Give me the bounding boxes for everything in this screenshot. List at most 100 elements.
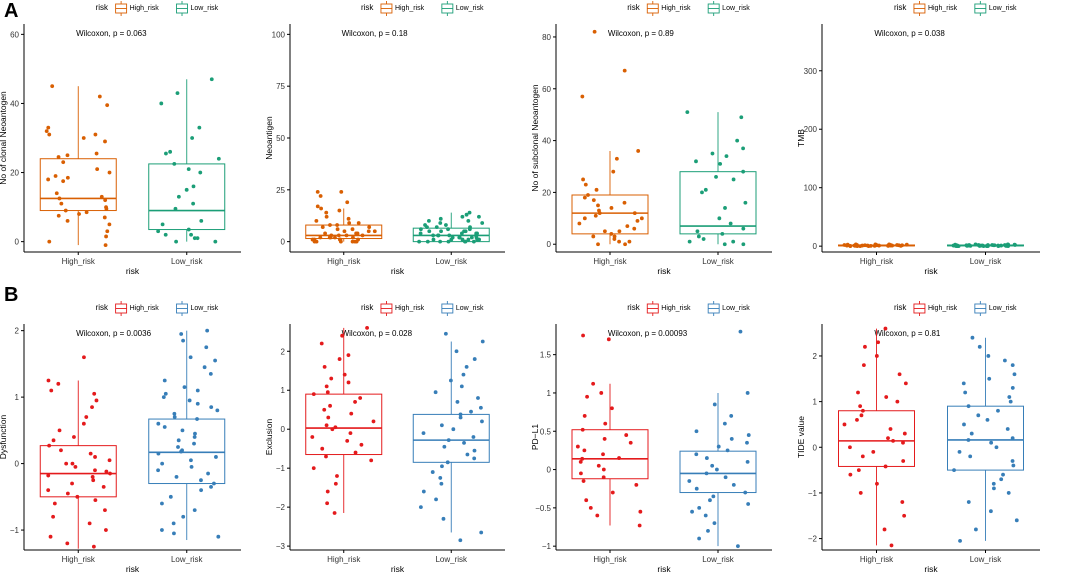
data-point [63, 208, 68, 213]
data-point [104, 234, 108, 239]
data-point [156, 468, 160, 473]
legend-entry-label: Low_risk [989, 5, 1017, 12]
data-point [901, 440, 905, 445]
data-point [163, 391, 168, 396]
data-point [61, 160, 66, 165]
data-point [588, 505, 593, 510]
data-point [690, 509, 694, 514]
data-point [895, 399, 900, 404]
data-point [731, 239, 736, 244]
data-point [722, 242, 727, 247]
data-point [328, 403, 332, 408]
wilcoxon-annotation: Wilcoxon, p = 0.0036 [76, 329, 151, 338]
data-point [999, 477, 1004, 482]
data-point [477, 214, 481, 219]
data-point [54, 191, 59, 196]
data-point [320, 225, 325, 230]
data-point [369, 458, 374, 463]
data-point [741, 242, 746, 247]
box-iqr [679, 171, 757, 235]
x-axis-title: risk [391, 564, 405, 574]
data-point [46, 488, 51, 493]
x-tick-label: High_risk [327, 257, 361, 266]
data-point [81, 136, 86, 140]
data-point [172, 162, 177, 166]
y-tick-label: 1 [281, 386, 286, 395]
data-point [632, 226, 637, 231]
data-point [371, 419, 376, 424]
data-point [746, 433, 751, 437]
x-tick-label: High_risk [860, 257, 894, 266]
data-point [627, 239, 632, 244]
data-point [88, 451, 93, 456]
data-point [349, 411, 354, 416]
data-point [745, 459, 750, 464]
data-point [685, 110, 690, 114]
data-point [93, 498, 98, 503]
data-point [336, 233, 341, 238]
data-point [700, 190, 704, 195]
data-point [875, 481, 879, 486]
data-point [594, 187, 599, 192]
data-point [992, 243, 997, 248]
data-point [710, 151, 715, 156]
data-point [994, 445, 999, 450]
data-point [694, 429, 699, 434]
data-point [312, 239, 317, 244]
data-point [446, 227, 450, 232]
legend-entry-label: High_risk [928, 5, 958, 12]
y-tick-label: −0.5 [535, 504, 551, 513]
data-point [695, 229, 700, 234]
data-point [174, 474, 179, 479]
data-point [103, 139, 107, 144]
data-point [180, 428, 185, 433]
data-point [91, 478, 96, 483]
data-point [333, 481, 338, 486]
data-point [107, 222, 112, 227]
data-point [431, 233, 435, 238]
x-tick-label: High_risk [593, 555, 627, 564]
data-point [431, 237, 436, 242]
x-tick-label: Low_risk [970, 257, 1003, 266]
y-tick-label: −1 [808, 489, 818, 498]
data-point [325, 489, 330, 494]
data-point [216, 534, 221, 539]
data-point [724, 154, 729, 159]
data-point [425, 239, 430, 244]
data-point [746, 502, 751, 506]
y-axis-title: TIDE value [796, 416, 806, 458]
data-point [876, 340, 881, 345]
data-point [94, 151, 99, 156]
data-point [324, 423, 329, 428]
data-point [47, 239, 52, 244]
x-axis-title: risk [924, 564, 938, 574]
wilcoxon-annotation: Wilcoxon, p = 0.028 [342, 329, 413, 338]
y-tick-label: 1 [813, 398, 818, 407]
data-point [212, 481, 216, 486]
data-point [891, 438, 895, 443]
data-point [977, 243, 982, 248]
data-point [59, 201, 64, 206]
data-point [61, 179, 66, 184]
data-point [743, 490, 748, 495]
data-point [708, 498, 712, 503]
data-point [575, 444, 580, 449]
data-point [49, 388, 54, 393]
data-point [460, 214, 465, 219]
data-point [193, 431, 197, 436]
data-point [445, 460, 450, 465]
y-axis-title: No of clonal Neoantogen [0, 91, 8, 185]
data-point [315, 204, 320, 209]
data-point [421, 431, 426, 436]
data-point [75, 494, 80, 499]
data-point [591, 381, 596, 386]
data-point [858, 491, 863, 495]
y-tick-label: 100 [272, 30, 286, 39]
x-axis-title: risk [924, 266, 938, 276]
data-point [434, 225, 439, 230]
data-point [981, 244, 986, 249]
data-point [77, 212, 81, 216]
